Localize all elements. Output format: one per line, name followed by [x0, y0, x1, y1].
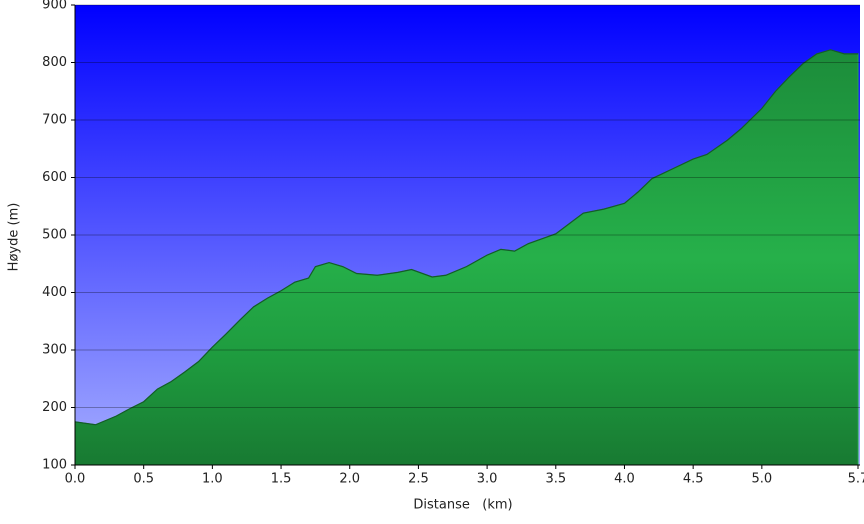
x-tick-label: 5.7 [848, 472, 864, 487]
y-tick-label: 300 [42, 343, 67, 358]
y-tick-label: 600 [42, 170, 67, 185]
x-tick-label: 1.0 [202, 472, 223, 487]
y-axis-label: Høyde (m) [7, 203, 22, 272]
y-tick-label: 200 [42, 400, 67, 415]
x-tick-label: 2.5 [408, 472, 429, 487]
x-tick-label: 1.5 [271, 472, 292, 487]
y-tick-label: 400 [42, 285, 67, 300]
x-tick-label: 5.0 [751, 472, 772, 487]
x-tick-label: 0.5 [133, 472, 154, 487]
x-tick-label: 4.0 [614, 472, 635, 487]
y-tick-label: 500 [42, 228, 67, 243]
x-tick-label: 4.5 [683, 472, 704, 487]
x-tick-label: 0.0 [65, 472, 86, 487]
y-tick-label: 100 [42, 458, 67, 473]
y-tick-label: 900 [42, 0, 67, 13]
x-tick-label: 3.0 [477, 472, 498, 487]
x-axis-label: Distanse (km) [413, 498, 512, 513]
y-tick-label: 800 [42, 55, 67, 70]
x-tick-label: 2.0 [339, 472, 360, 487]
y-tick-label: 700 [42, 113, 67, 128]
x-tick-label: 3.5 [545, 472, 566, 487]
elevation-line [74, 49, 858, 426]
